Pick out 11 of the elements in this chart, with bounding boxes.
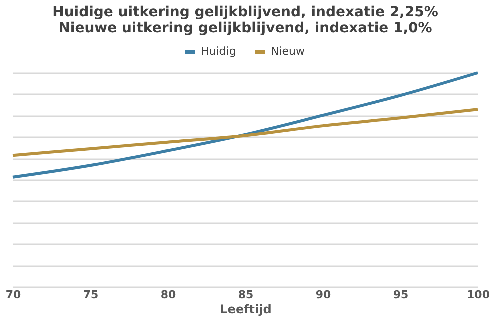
- legend-label: Huidig: [201, 45, 236, 58]
- x-tick-label: 75: [83, 288, 99, 302]
- chart-title: Huidige uitkering gelijkblijvend, indexatie 2,25% Nieuwe uitkering gelijkblijvend, indexatie 1,0%: [52, 4, 438, 36]
- x-tick-label: 70: [6, 288, 22, 302]
- legend-label: Nieuw: [271, 45, 306, 58]
- x-axis-title: Leeftijd: [220, 302, 272, 316]
- x-tick-label: 80: [160, 288, 176, 302]
- x-tick-label: 90: [316, 288, 332, 302]
- x-tick-label: 100: [467, 288, 490, 302]
- x-tick-label: 95: [393, 288, 409, 302]
- x-tick-label: 85: [238, 288, 254, 302]
